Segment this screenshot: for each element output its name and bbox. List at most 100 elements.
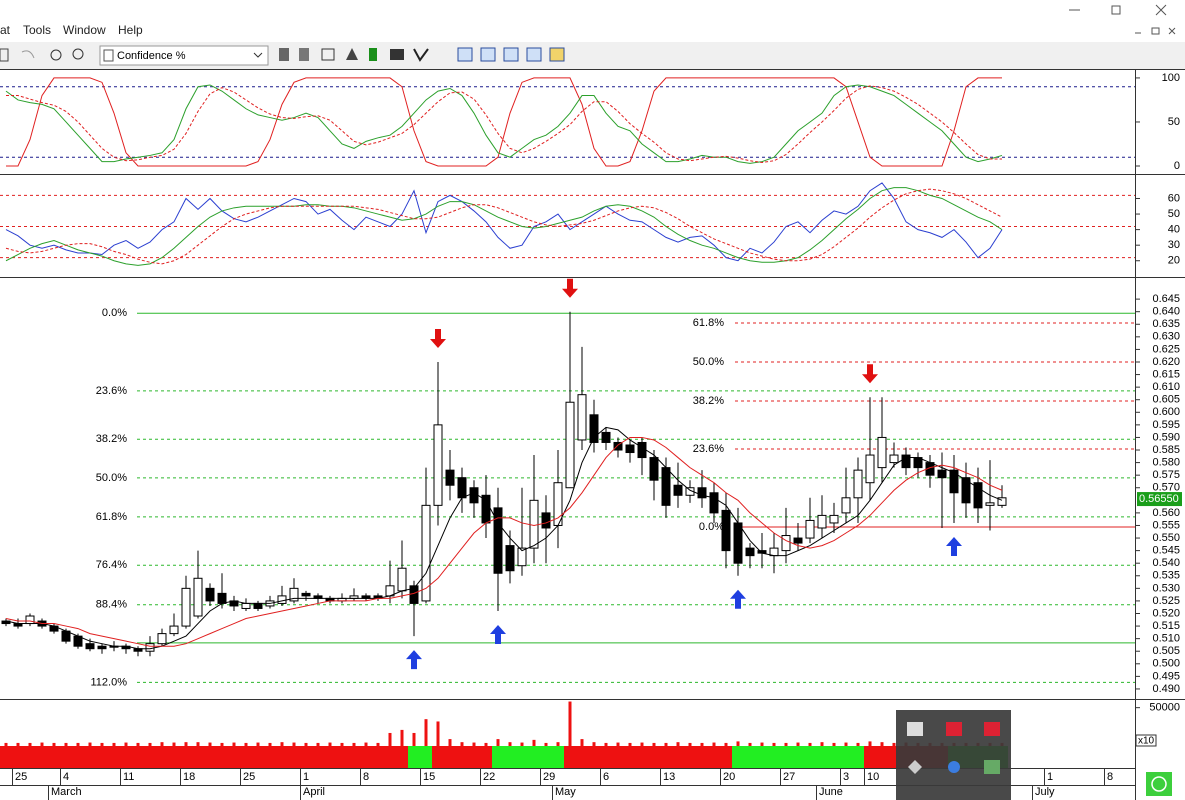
trend-cell [312,746,324,768]
y-tick-label: 0.495 [1152,670,1180,682]
series-line [5,188,1003,265]
candle-body [793,537,803,544]
y-tick-label: 50 [1168,116,1180,128]
volume-bar [892,742,896,746]
x-tick-label: 27 [783,771,795,783]
fib-label: 50.0% [96,472,127,484]
tool-icon[interactable] [457,47,473,62]
tool-icon[interactable] [321,48,335,61]
trend-cell [252,746,264,768]
tray-icon[interactable] [907,722,923,736]
tool-icon[interactable] [503,47,519,62]
volume-bar [460,742,464,746]
trend-cell [768,746,780,768]
tool-icon[interactable] [299,48,309,61]
tool-icon[interactable] [0,48,9,62]
tool-icon[interactable] [21,50,35,59]
candle-body [949,469,959,494]
trend-cell [588,746,600,768]
tool-icon[interactable] [346,48,358,60]
fib-label: 88.4% [96,599,127,611]
candle-body [985,502,995,506]
trend-cell [132,746,144,768]
indicator-select[interactable] [99,45,269,66]
tool-icon[interactable] [72,48,84,60]
volume-scale: x10 [1138,736,1155,747]
candle-body [217,592,227,604]
volume-bar [220,742,224,746]
volume-bar [244,742,248,746]
candle-body [505,545,515,572]
tool-icon[interactable] [50,49,62,61]
volume-bar [160,742,164,746]
series-line [5,182,1003,262]
indicator-select-label[interactable]: Confidence % [117,50,186,62]
restore[interactable] [1111,5,1121,15]
y-tick-label: 0.505 [1152,645,1180,657]
tool-icon[interactable] [369,48,377,61]
candle-body [541,512,551,529]
y-tick-label: 0.600 [1152,406,1180,418]
tool-icon[interactable] [413,48,429,62]
fib-label: 38.2% [693,395,724,407]
volume-bar [868,741,872,746]
doc-restore[interactable] [1151,27,1160,35]
trend-cell [396,746,408,768]
candle-body [481,494,491,524]
candle-body [577,394,587,441]
y-tick-label: 0.555 [1152,519,1180,531]
tray-icon[interactable] [984,760,1000,774]
trend-cell [108,746,120,768]
series-line [6,85,1002,163]
volume-bar [436,721,440,746]
trend-cell [792,746,804,768]
candle-body [805,519,815,539]
tray-icon[interactable] [984,722,1000,736]
fib-label: 76.4% [96,559,127,571]
tool-icon[interactable] [526,47,542,62]
fib-label: 0.0% [102,307,127,319]
candle-body [841,497,851,514]
tray-icon[interactable] [948,761,960,773]
menu-item[interactable]: Help [118,23,143,37]
tool-icon[interactable] [549,47,565,62]
candle-body [25,615,35,625]
candle-body [889,454,899,464]
x-tick-label: 11 [123,771,134,783]
candle-body [469,487,479,504]
candle-body [613,441,623,451]
tool-icon[interactable] [279,48,289,61]
y-tick-label: 0.580 [1152,456,1180,468]
series-line [5,436,1003,647]
menu-item[interactable]: Tools [23,23,51,37]
trend-cell [660,746,672,768]
menu-item[interactable]: at [0,23,11,37]
volume-bar [268,742,272,746]
tray-icon[interactable] [946,722,962,736]
close[interactable] [1155,4,1167,16]
trend-cell [168,746,180,768]
sell-arrow [430,328,446,348]
volume-bar [748,742,752,746]
menu-item[interactable]: Window [63,23,106,37]
buy-arrow [730,589,746,609]
smiley [1151,776,1167,792]
y-tick-label: 50000 [1149,702,1180,714]
status-button[interactable] [1146,772,1172,796]
tool-icon[interactable] [480,47,496,62]
x-tick-label: 8 [363,771,369,783]
tool-icon[interactable] [390,49,404,60]
y-tick-label: 0.515 [1152,620,1180,632]
tray-icon[interactable] [908,760,922,774]
doc-close[interactable] [1168,27,1176,35]
volume-bar [676,742,680,746]
volume-bar [196,742,200,746]
tray-popup [896,710,1011,800]
volume-bar [616,742,620,746]
y-tick-label: 0.610 [1152,381,1180,393]
trend-cell [240,746,252,768]
volume-bar [424,719,428,746]
volume-bar [832,742,836,746]
y-tick-label: 40 [1168,224,1180,236]
